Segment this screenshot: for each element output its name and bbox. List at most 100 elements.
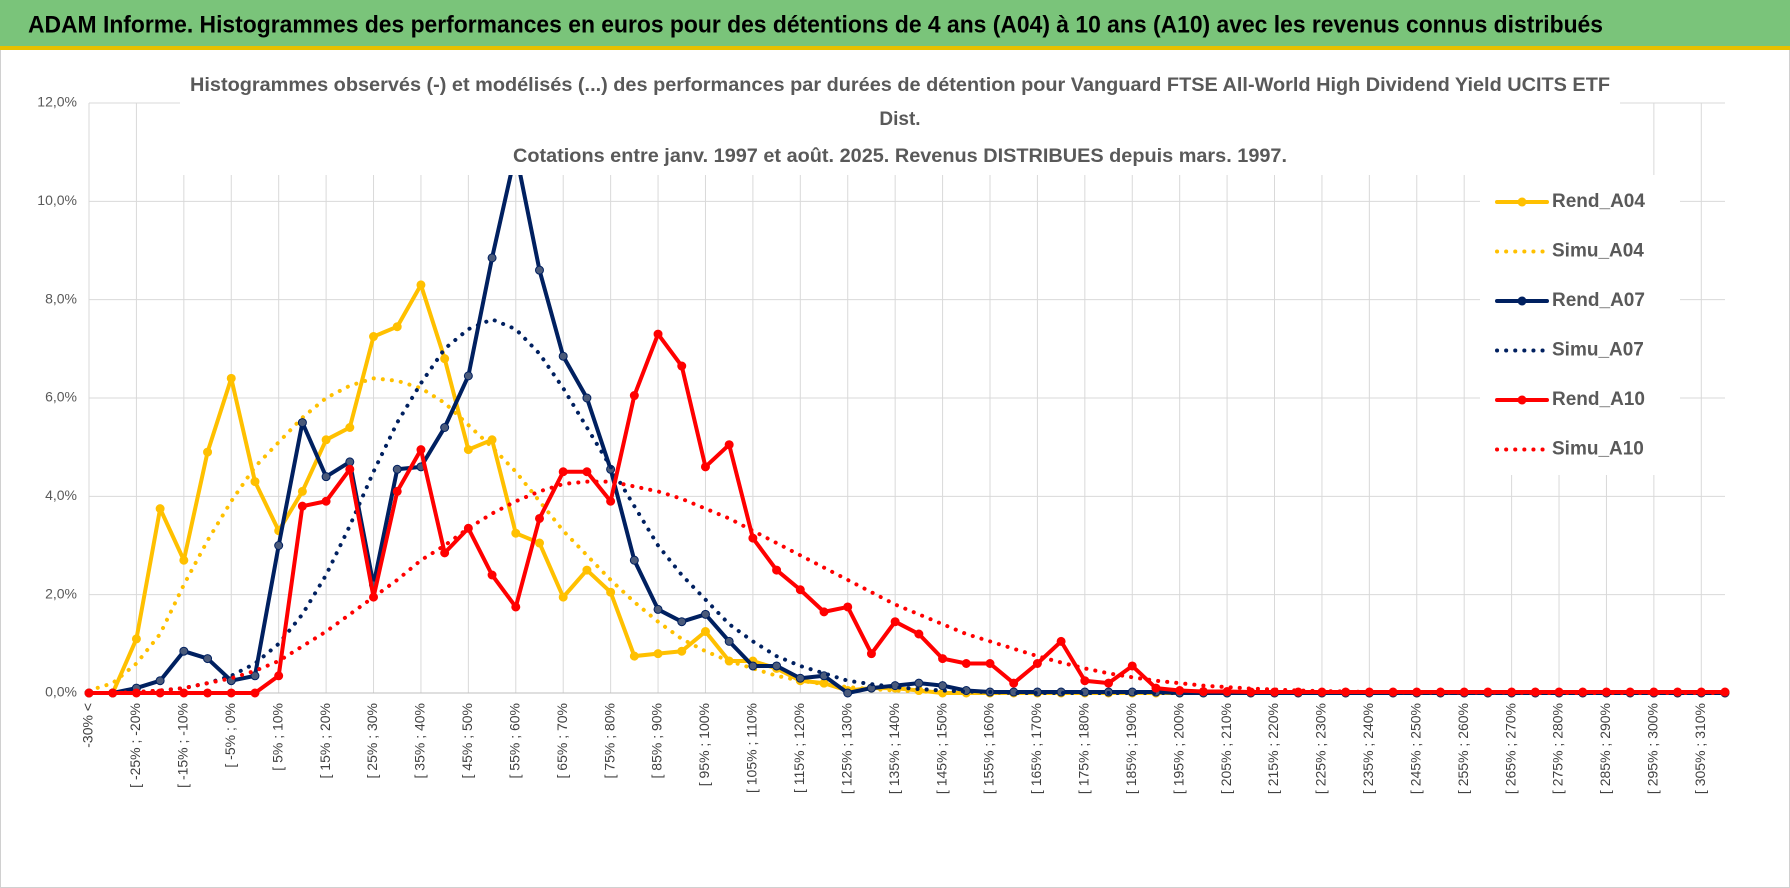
x-tick-label: [ 115% ; 120% — [791, 703, 807, 793]
x-tick-label: [ -5% ; 0% — [222, 703, 238, 768]
data-point — [440, 423, 450, 432]
legend-label: Simu_A10 — [1552, 439, 1644, 460]
data-point — [866, 649, 876, 659]
x-tick-label: [ -15% ; -10% — [175, 703, 191, 788]
data-point — [392, 322, 402, 332]
data-point — [345, 423, 355, 432]
data-point — [1175, 686, 1185, 696]
x-tick-label: [ 305% ; 310% — [1692, 703, 1708, 794]
data-point — [629, 651, 639, 661]
data-point — [1222, 687, 1232, 697]
data-point — [345, 457, 355, 467]
x-tick-label: [ 135% ; 140% — [886, 703, 902, 794]
data-point — [321, 496, 331, 506]
x-tick-label: [ 95% ; 100% — [696, 703, 712, 786]
data-point — [1032, 659, 1042, 668]
data-point — [416, 280, 426, 290]
legend-marker — [1517, 395, 1527, 405]
data-point — [558, 592, 568, 602]
data-point — [534, 265, 544, 275]
data-point — [653, 329, 663, 339]
x-tick-label: [ 105% ; 110% — [744, 703, 760, 793]
data-point — [297, 486, 307, 496]
data-point — [440, 548, 450, 558]
x-tick-label: [ 275% ; 280% — [1550, 703, 1566, 794]
y-tick-label: 4,0% — [45, 487, 77, 503]
x-tick-label: [ 225% ; 230% — [1313, 703, 1329, 794]
x-tick-label: [ 255% ; 260% — [1455, 703, 1471, 794]
legend-label: Simu_A04 — [1552, 241, 1644, 262]
data-point — [131, 634, 141, 644]
x-tick-label: [ 75% ; 80% — [601, 703, 617, 779]
data-point — [226, 373, 236, 383]
plot: 0,0% 2,0% 4,0% 6,0% 8,0% 10,0% 12,0% -30% < [ -2… — [37, 94, 1730, 794]
data-point — [511, 602, 521, 612]
x-tick-label: [ 65% ; 70% — [554, 703, 570, 779]
chart-subtitle: Cotations entre janv. 1997 et août. 2025… — [513, 146, 1287, 167]
data-point — [203, 688, 213, 698]
y-tick-label: 0,0% — [45, 684, 77, 700]
data-point — [203, 654, 213, 664]
x-tick-label: [ 155% ; 160% — [981, 703, 997, 794]
data-point — [843, 688, 853, 698]
data-point — [250, 671, 260, 681]
x-tick-label: [ 235% ; 240% — [1360, 703, 1376, 794]
data-point — [772, 661, 782, 671]
x-tick-label: [ 285% ; 290% — [1597, 703, 1613, 794]
x-tick-label: [ 125% ; 130% — [838, 703, 854, 794]
data-point — [179, 646, 189, 656]
data-point — [1127, 661, 1137, 671]
data-point — [534, 513, 544, 523]
y-tick-label: 6,0% — [45, 389, 77, 405]
data-point — [748, 661, 758, 671]
data-point — [700, 609, 710, 619]
data-point — [369, 332, 379, 342]
data-point — [890, 617, 900, 627]
x-tick-label: [ 5% ; 10% — [269, 703, 285, 771]
data-point — [558, 351, 568, 361]
data-point — [297, 418, 307, 428]
title-backdrop — [180, 70, 1620, 175]
data-point — [724, 636, 734, 646]
data-point — [938, 654, 948, 664]
x-tick-label: [ 185% ; 190% — [1123, 703, 1139, 794]
data-point — [1080, 676, 1090, 686]
data-point — [511, 528, 521, 538]
data-point — [938, 681, 948, 691]
x-tick-label: [ 245% ; 250% — [1407, 703, 1423, 794]
data-point — [606, 587, 616, 597]
banner-edge — [0, 46, 1790, 50]
banner — [0, 0, 1790, 50]
y-tick-label: 2,0% — [45, 585, 77, 601]
data-point — [155, 504, 165, 514]
chart-title: Histogrammes observés (-) et modélisés (… — [190, 75, 1610, 96]
data-point — [321, 472, 331, 482]
x-tick-label: [ 145% ; 150% — [933, 703, 949, 794]
legend-label: Rend_A04 — [1552, 191, 1645, 212]
data-point — [582, 565, 592, 575]
data-point — [345, 464, 355, 474]
legend-label: Simu_A07 — [1552, 340, 1644, 361]
data-point — [1056, 636, 1066, 646]
data-point — [392, 486, 402, 496]
data-point — [155, 676, 165, 686]
data-point — [795, 673, 805, 683]
x-tick-label: [ 15% ; 20% — [317, 703, 333, 779]
data-point — [795, 585, 805, 595]
data-point — [582, 393, 592, 403]
banner-title: ADAM Informe. Histogrammes des performan… — [28, 11, 1603, 38]
data-point — [321, 435, 331, 445]
data-point — [700, 627, 710, 637]
data-point — [297, 501, 307, 511]
y-tick-label: 8,0% — [45, 290, 77, 306]
x-tick-label: [ -25% ; -20% — [127, 703, 143, 788]
x-tick-label: -30% < — [80, 703, 96, 748]
data-point — [487, 253, 497, 263]
data-point — [487, 435, 497, 445]
data-point — [582, 467, 592, 477]
data-point — [250, 477, 260, 487]
data-point — [179, 555, 189, 565]
data-point — [1151, 683, 1161, 693]
data-point — [416, 445, 426, 455]
